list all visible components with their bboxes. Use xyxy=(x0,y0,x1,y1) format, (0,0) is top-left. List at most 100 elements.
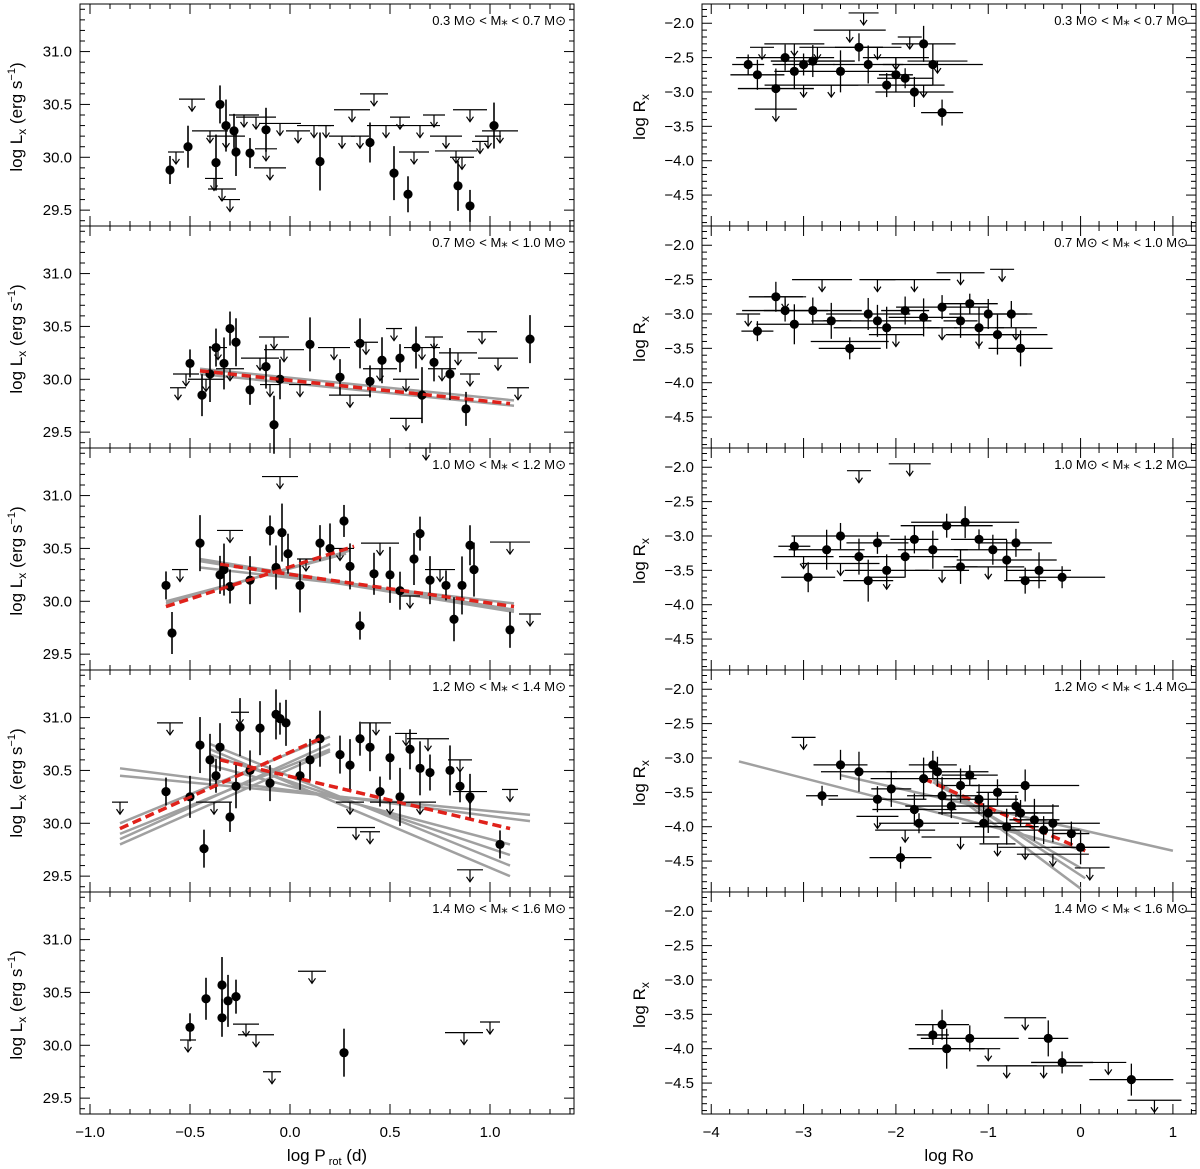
left-y-tick-label: 31.0 xyxy=(43,488,72,505)
left-data-point xyxy=(415,763,425,773)
left-data-point xyxy=(389,168,399,178)
right-data-point xyxy=(1039,825,1049,835)
left-upper-limit xyxy=(217,529,243,544)
limit-arrow-head xyxy=(226,375,234,382)
right-data-point xyxy=(822,545,832,555)
limit-arrow-head xyxy=(506,548,514,556)
left-upper-limit xyxy=(445,1031,483,1046)
limit-arrow-head xyxy=(845,36,854,44)
limit-arrow-head xyxy=(206,137,214,144)
limit-arrow-head xyxy=(402,425,410,432)
left-fit-line-grey xyxy=(165,552,347,603)
left-y-tick-label: 29.5 xyxy=(43,868,72,885)
limit-arrow-head xyxy=(348,116,356,123)
right-data-point xyxy=(1002,555,1012,565)
left-x-tick-label: 1.0 xyxy=(480,1124,501,1141)
left-upper-limit xyxy=(172,568,188,583)
right-data-point xyxy=(817,791,827,801)
left-data-point xyxy=(345,561,355,572)
limit-arrow-head xyxy=(322,132,330,139)
limit-arrow-head xyxy=(956,279,965,286)
right-y-tick-label: −2.0 xyxy=(664,903,694,920)
right-y-tick-label: −2.5 xyxy=(664,50,694,67)
left-data-point xyxy=(405,744,415,754)
right-y-tick-label: −2.5 xyxy=(664,716,694,733)
limit-arrow-head xyxy=(226,206,234,213)
left-data-point xyxy=(339,1048,349,1058)
left-fit-line-grey xyxy=(199,372,515,407)
left-data-point xyxy=(185,358,195,369)
right-data-point xyxy=(752,326,763,336)
right-data-point xyxy=(914,818,924,828)
left-data-point xyxy=(221,120,231,131)
left-data-point xyxy=(369,569,379,579)
left-y-tick-label: 30.0 xyxy=(43,1037,72,1054)
left-x-tick-label: 0.0 xyxy=(280,1124,301,1141)
right-panel-frame-4 xyxy=(701,891,1197,1115)
left-data-point xyxy=(315,156,325,167)
right-upper-limit xyxy=(1004,1017,1047,1031)
left-data-point xyxy=(315,538,325,548)
limit-arrow-head xyxy=(390,335,398,342)
limit-arrow-head xyxy=(376,549,384,557)
left-upper-limit xyxy=(180,1039,196,1054)
left-upper-limit xyxy=(263,1071,281,1085)
right-data-point xyxy=(900,305,910,316)
limit-arrow-head xyxy=(406,602,414,610)
left-upper-limit xyxy=(264,349,304,363)
right-mass-range-label: 1.2 M⊙ < M⁎ < 1.4 M⊙ xyxy=(1054,679,1188,694)
right-data-point xyxy=(932,767,943,777)
left-upper-limit xyxy=(289,383,311,398)
left-upper-limit xyxy=(428,368,456,382)
limit-arrow-head xyxy=(218,195,226,203)
limit-arrow-head xyxy=(1104,1069,1113,1076)
limit-arrow-head xyxy=(901,836,910,844)
left-data-point xyxy=(231,337,241,347)
limit-arrow-head xyxy=(956,843,965,851)
limit-arrow-head xyxy=(466,876,474,883)
left-upper-limit xyxy=(238,1034,274,1048)
limit-arrow-head xyxy=(758,53,767,61)
right-data-point xyxy=(900,73,910,83)
left-y-tick-label: 30.5 xyxy=(43,540,72,557)
right-upper-limit xyxy=(979,843,1016,857)
limit-arrow-head xyxy=(859,19,868,26)
right-x-tick-label: −2 xyxy=(887,1124,904,1141)
right-data-point xyxy=(863,59,873,70)
right-y-tick-label: −4.5 xyxy=(664,1075,694,1092)
limit-arrow-head xyxy=(799,91,808,99)
left-upper-limit xyxy=(298,970,326,985)
left-upper-limit xyxy=(390,417,422,432)
left-data-point xyxy=(441,580,451,591)
left-upper-limit xyxy=(450,156,474,171)
right-y-tick-label: −3.5 xyxy=(664,784,694,801)
right-data-point xyxy=(789,541,799,551)
limit-arrow-head xyxy=(486,1028,494,1036)
left-data-point xyxy=(335,372,345,382)
left-data-point xyxy=(425,767,435,778)
left-upper-limit xyxy=(393,378,419,393)
left-y-tick-label: 31.0 xyxy=(43,44,72,61)
right-y-tick-label: −2.5 xyxy=(664,938,694,955)
limit-arrow-head xyxy=(416,808,424,816)
limit-arrow-head xyxy=(226,537,234,544)
right-upper-limit xyxy=(878,279,951,293)
right-x-tick-label: −1 xyxy=(980,1124,997,1141)
right-upper-limit xyxy=(921,836,1000,851)
right-data-point xyxy=(942,521,952,531)
limit-arrow-head xyxy=(998,275,1007,283)
right-data-point xyxy=(955,780,966,791)
limit-arrow-head xyxy=(266,174,274,181)
left-y-tick-label: 31.0 xyxy=(43,266,72,283)
right-data-point xyxy=(965,299,975,309)
left-upper-limit xyxy=(453,109,487,123)
right-y-tick-label: −2.0 xyxy=(664,681,694,698)
limit-arrow-head xyxy=(352,834,360,841)
left-y-axis-label: log Lx (erg s−1) xyxy=(6,284,29,393)
left-data-point xyxy=(265,525,275,536)
left-data-point xyxy=(385,570,395,580)
left-data-point xyxy=(465,201,475,211)
right-data-point xyxy=(780,305,790,316)
left-upper-limit xyxy=(478,357,518,372)
